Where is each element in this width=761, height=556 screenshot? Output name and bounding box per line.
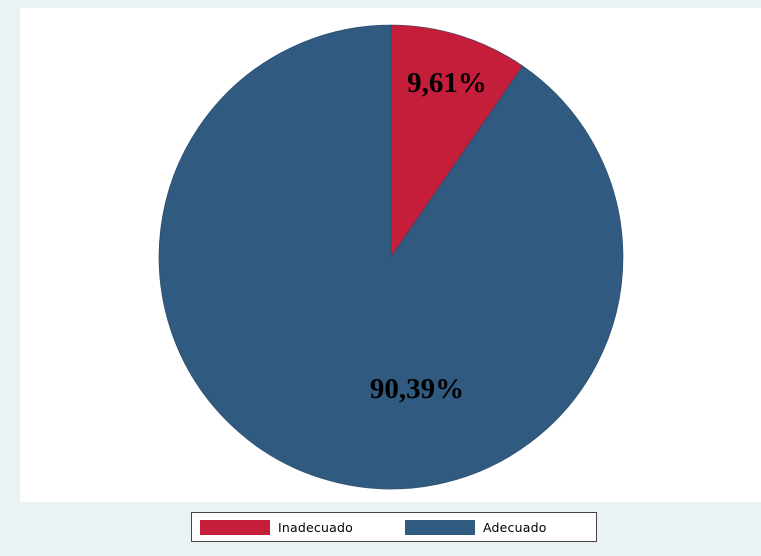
slice-label-inadecuado: 9,61% xyxy=(407,67,487,99)
pie-slice-adecuado xyxy=(158,24,624,490)
legend-swatch-inadecuado xyxy=(200,519,270,535)
legend-label-inadecuado: Inadecuado xyxy=(278,519,353,535)
legend-label-adecuado: Adecuado xyxy=(483,519,547,535)
legend-item-adecuado: Adecuado xyxy=(405,518,547,536)
legend-swatch-adecuado xyxy=(405,519,475,535)
legend: Inadecuado Adecuado xyxy=(191,512,597,542)
pie-slice-inadecuado xyxy=(390,24,524,258)
slice-label-adecuado: 90,39% xyxy=(370,373,464,405)
legend-item-inadecuado: Inadecuado xyxy=(200,518,353,536)
